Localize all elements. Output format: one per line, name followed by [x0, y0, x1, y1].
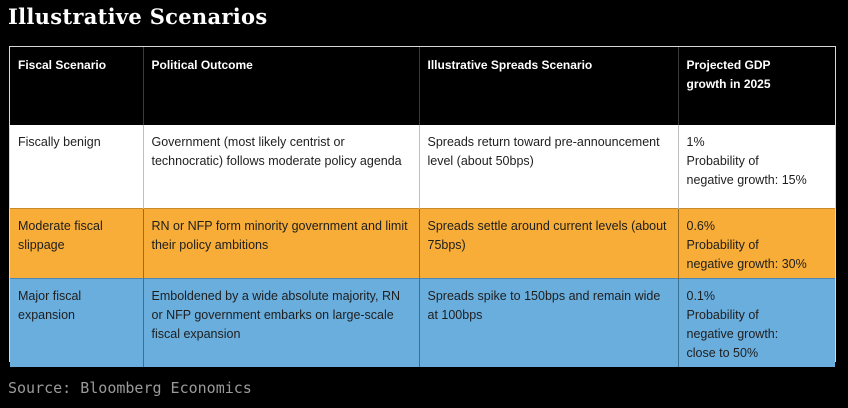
cell-gdp-growth: 0.6% Probability of negative growth: 30% — [677, 207, 835, 278]
gdp-growth-value: 0.1% — [686, 288, 716, 303]
header-fiscal-scenario: Fiscal Scenario — [10, 47, 143, 125]
cell-fiscal-scenario: Major fiscal expansion — [10, 277, 143, 367]
header-gdp-growth: Projected GDP growth in 2025 — [677, 47, 835, 125]
cell-spreads-scenario: Spreads settle around current levels (ab… — [418, 207, 678, 278]
cell-fiscal-scenario: Moderate fiscal slippage — [10, 207, 143, 278]
scenarios-table: Fiscal Scenario Political Outcome Illust… — [9, 46, 836, 367]
cell-spreads-scenario: Spreads return toward pre-announcement l… — [418, 125, 678, 208]
probability-line1: Probability of — [686, 307, 759, 322]
cell-gdp-growth: 0.1% Probability of negative growth: clo… — [677, 277, 835, 367]
gdp-growth-value: 1% — [686, 135, 705, 149]
probability-line1: Probability of — [686, 154, 759, 168]
table-row-fiscally-benign: Fiscally benign Government (most likely … — [10, 125, 835, 208]
probability-line2: negative growth: 30% — [686, 256, 807, 271]
cell-gdp-growth: 1% Probability of negative growth: 15% — [677, 125, 835, 208]
header-spreads-scenario: Illustrative Spreads Scenario — [418, 47, 678, 125]
page-title: Illustrative Scenarios — [8, 4, 268, 29]
probability-line3: close to 50% — [686, 345, 759, 360]
header-gdp-growth-line1: Projected GDP — [686, 58, 771, 72]
cell-political-outcome: Emboldened by a wide absolute majority, … — [142, 277, 419, 367]
header-gdp-growth-line2: growth in 2025 — [686, 77, 771, 91]
header-political-outcome: Political Outcome — [142, 47, 419, 125]
gdp-growth-value: 0.6% — [686, 218, 716, 233]
cell-political-outcome: Government (most likely centrist or tech… — [142, 125, 419, 208]
probability-line2: negative growth: — [686, 326, 779, 341]
table-row-moderate-fiscal-slippage: Moderate fiscal slippage RN or NFP form … — [10, 207, 835, 278]
source-note: Source: Bloomberg Economics — [8, 379, 252, 397]
probability-line1: Probability of — [686, 237, 759, 252]
cell-political-outcome: RN or NFP form minority government and l… — [142, 207, 419, 278]
table-row-major-fiscal-expansion: Major fiscal expansion Emboldened by a w… — [10, 277, 835, 367]
cell-fiscal-scenario: Fiscally benign — [10, 125, 143, 208]
probability-line2: negative growth: 15% — [686, 173, 807, 187]
table-header-row: Fiscal Scenario Political Outcome Illust… — [10, 47, 835, 125]
cell-spreads-scenario: Spreads spike to 150bps and remain wide … — [418, 277, 678, 367]
